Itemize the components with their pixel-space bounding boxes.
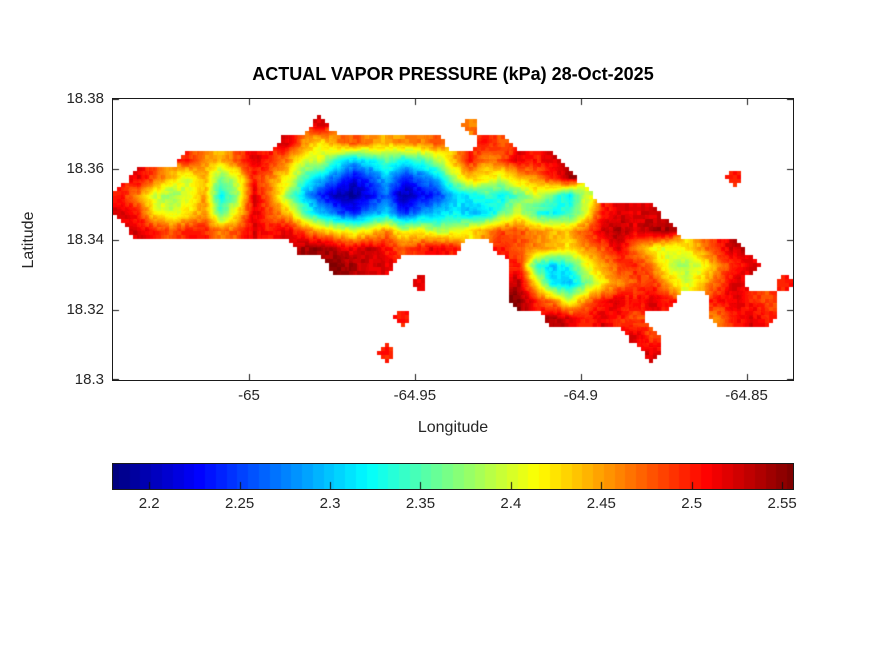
colorbar-tick-label: 2.45 — [586, 495, 616, 512]
y-tick-label: 18.36 — [66, 160, 104, 178]
x-tick-label: -64.85 — [725, 387, 768, 404]
colorbar-tick-label: 2.3 — [319, 495, 341, 512]
colorbar-tick-label: 2.4 — [500, 495, 522, 512]
x-tick-label: -64.9 — [563, 387, 598, 404]
plot-area — [112, 98, 794, 381]
y-tick-label: 18.34 — [66, 230, 104, 248]
colorbar-tick-label: 2.5 — [681, 495, 703, 512]
heatmap-canvas — [113, 99, 793, 380]
colorbar-tick-label: 2.55 — [767, 495, 797, 512]
chart-title: ACTUAL VAPOR PRESSURE (kPa) 28-Oct-2025 — [252, 64, 654, 84]
colorbar-tick-label: 2.2 — [138, 495, 160, 512]
colorbar-tick-label: 2.25 — [224, 495, 255, 512]
x-tick-label: -65 — [238, 387, 260, 404]
colorbar-tick-label: 2.35 — [405, 495, 436, 512]
y-tick-label: 18.38 — [66, 90, 104, 107]
colorbar — [112, 463, 794, 490]
x-tick-label: -64.95 — [393, 387, 437, 404]
x-axis-label: Longitude — [417, 419, 489, 436]
colorbar-canvas — [113, 464, 793, 489]
y-tick-label: 18.3 — [74, 371, 104, 388]
y-tick-label: 18.32 — [66, 300, 104, 318]
